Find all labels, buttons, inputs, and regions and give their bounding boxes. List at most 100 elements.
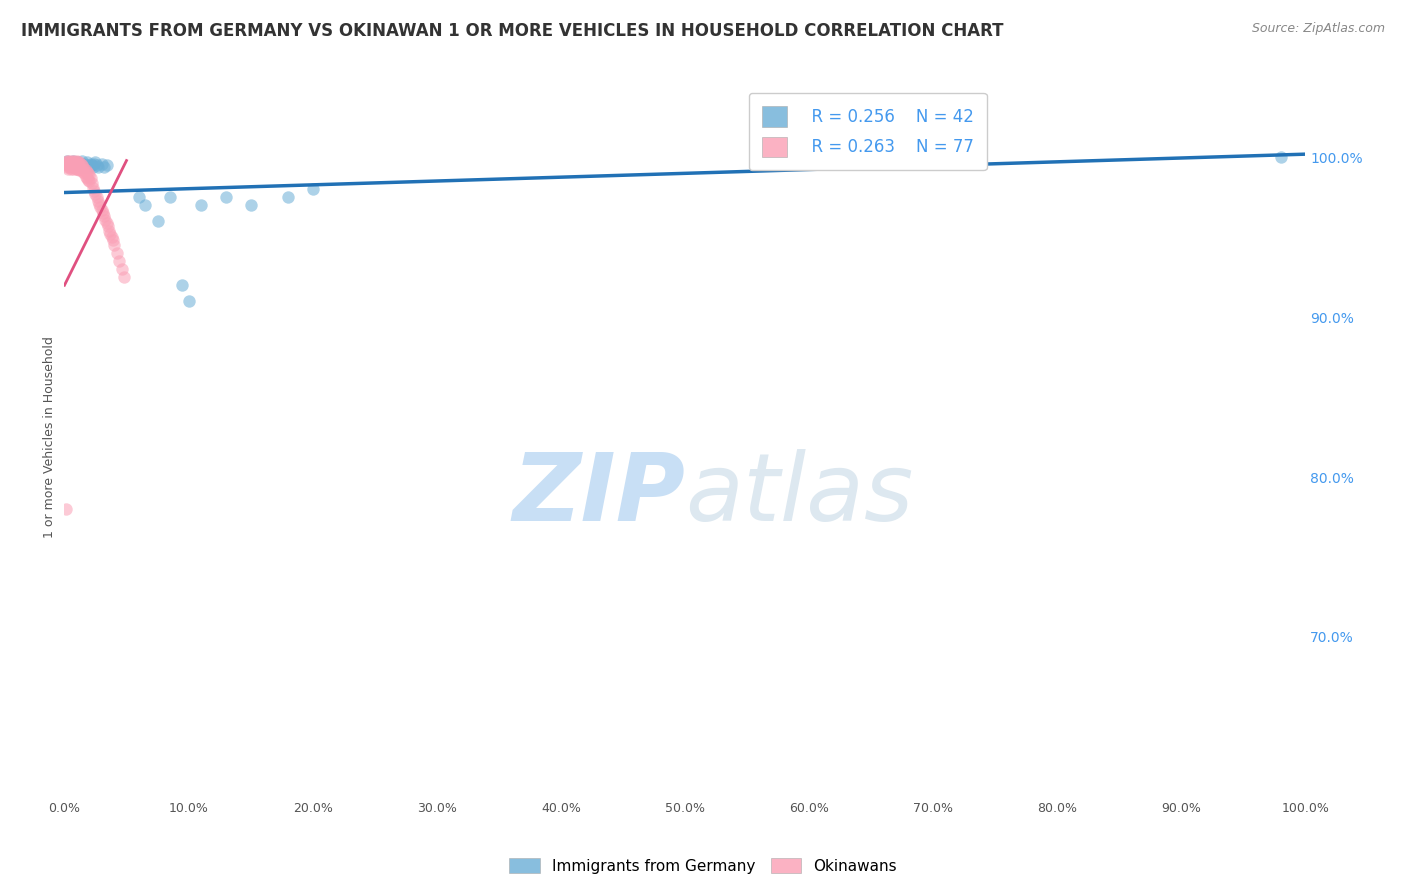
Point bbox=[67, 161, 90, 176]
Point bbox=[94, 212, 117, 227]
Point bbox=[70, 153, 93, 168]
Point bbox=[59, 155, 82, 169]
Point bbox=[97, 219, 120, 233]
Point bbox=[82, 180, 104, 194]
Point bbox=[96, 158, 118, 172]
Point bbox=[93, 210, 115, 224]
Point bbox=[62, 158, 84, 172]
Point bbox=[69, 157, 91, 171]
Point bbox=[66, 161, 89, 176]
Point bbox=[277, 190, 299, 204]
Point bbox=[105, 246, 128, 260]
Point bbox=[67, 155, 90, 169]
Point bbox=[66, 157, 89, 171]
Point bbox=[77, 166, 100, 180]
Point bbox=[103, 238, 125, 252]
Point bbox=[56, 158, 79, 172]
Text: atlas: atlas bbox=[685, 449, 912, 541]
Point bbox=[75, 160, 97, 174]
Point bbox=[62, 153, 84, 168]
Legend:   R = 0.256    N = 42,   R = 0.263    N = 77: R = 0.256 N = 42, R = 0.263 N = 77 bbox=[749, 93, 987, 170]
Point bbox=[58, 153, 80, 168]
Point bbox=[89, 200, 111, 214]
Point bbox=[67, 158, 90, 172]
Point bbox=[91, 206, 114, 220]
Point bbox=[77, 172, 100, 186]
Point bbox=[62, 161, 84, 176]
Point bbox=[98, 224, 121, 238]
Point bbox=[76, 155, 98, 169]
Point bbox=[58, 157, 80, 171]
Point bbox=[83, 157, 105, 171]
Point bbox=[134, 198, 156, 212]
Point bbox=[190, 198, 212, 212]
Point bbox=[60, 160, 83, 174]
Point bbox=[67, 158, 90, 172]
Point bbox=[62, 157, 84, 171]
Point bbox=[73, 161, 96, 176]
Point bbox=[56, 157, 79, 171]
Point bbox=[56, 161, 79, 176]
Point bbox=[56, 153, 79, 168]
Point bbox=[172, 278, 194, 293]
Point bbox=[101, 234, 124, 248]
Point bbox=[72, 160, 94, 174]
Text: Source: ZipAtlas.com: Source: ZipAtlas.com bbox=[1251, 22, 1385, 36]
Point bbox=[60, 153, 83, 168]
Legend: Immigrants from Germany, Okinawans: Immigrants from Germany, Okinawans bbox=[503, 852, 903, 880]
Point bbox=[76, 165, 98, 179]
Point bbox=[86, 190, 108, 204]
Point bbox=[77, 168, 100, 182]
Point bbox=[82, 160, 104, 174]
Point bbox=[112, 270, 135, 285]
Point bbox=[66, 153, 89, 168]
Point bbox=[96, 216, 118, 230]
Point bbox=[58, 160, 80, 174]
Point bbox=[55, 158, 77, 172]
Point bbox=[77, 160, 100, 174]
Text: IMMIGRANTS FROM GERMANY VS OKINAWAN 1 OR MORE VEHICLES IN HOUSEHOLD CORRELATION : IMMIGRANTS FROM GERMANY VS OKINAWAN 1 OR… bbox=[21, 22, 1004, 40]
Point bbox=[63, 153, 86, 168]
Point bbox=[73, 166, 96, 180]
Point bbox=[77, 158, 100, 172]
Point bbox=[70, 157, 93, 171]
Point bbox=[70, 158, 93, 172]
Point bbox=[80, 158, 103, 172]
Point bbox=[177, 294, 200, 309]
Point bbox=[66, 155, 89, 169]
Point bbox=[65, 155, 87, 169]
Point bbox=[63, 160, 86, 174]
Point bbox=[56, 155, 79, 169]
Point bbox=[65, 158, 87, 172]
Y-axis label: 1 or more Vehicles in Household: 1 or more Vehicles in Household bbox=[44, 336, 56, 538]
Point bbox=[67, 158, 90, 172]
Point bbox=[65, 161, 87, 176]
Point bbox=[67, 163, 90, 178]
Point bbox=[75, 169, 97, 184]
Point bbox=[55, 155, 77, 169]
Point bbox=[128, 190, 150, 204]
Point bbox=[100, 230, 122, 244]
Point bbox=[239, 198, 262, 212]
Point bbox=[301, 182, 323, 196]
Point bbox=[215, 190, 238, 204]
Point bbox=[69, 161, 91, 176]
Point bbox=[77, 174, 100, 188]
Point bbox=[56, 160, 79, 174]
Point bbox=[93, 160, 115, 174]
Point bbox=[159, 190, 181, 204]
Point bbox=[73, 157, 96, 171]
Point bbox=[108, 254, 131, 268]
Point bbox=[63, 157, 86, 171]
Point bbox=[60, 158, 83, 172]
Point bbox=[83, 184, 105, 198]
Point bbox=[80, 176, 103, 190]
Point bbox=[69, 160, 91, 174]
Point bbox=[87, 160, 110, 174]
Point bbox=[79, 157, 101, 171]
Point bbox=[67, 155, 90, 169]
Point bbox=[59, 155, 82, 169]
Point bbox=[110, 262, 132, 277]
Point bbox=[60, 157, 83, 171]
Point bbox=[84, 187, 107, 202]
